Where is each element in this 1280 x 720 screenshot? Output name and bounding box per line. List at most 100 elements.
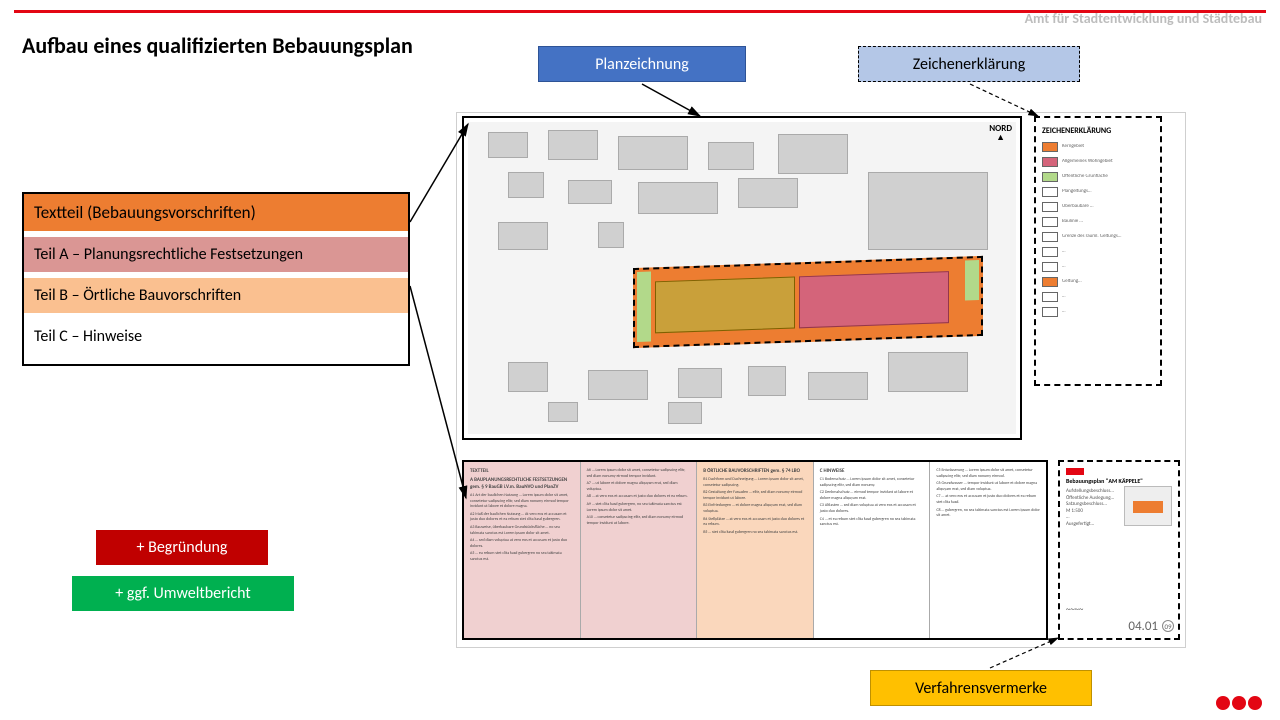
map-building xyxy=(738,178,798,208)
legend-row: Öffentliche Grünfläche xyxy=(1042,172,1154,182)
legend-swatch xyxy=(1042,172,1058,182)
col-text: A3 Bauweise, überbaubare Grundstücksfläc… xyxy=(470,525,574,536)
legend-swatch xyxy=(1042,292,1058,302)
label-planzeichnung: Planzeichnung xyxy=(538,46,746,82)
col-text: C2 Denkmalschutz … eirmod tempor invidun… xyxy=(820,490,924,501)
legend-label: Baulinie … xyxy=(1062,219,1154,225)
legend-swatch xyxy=(1042,202,1058,212)
legend-label: Grenze des räuml. Geltungs… xyxy=(1062,234,1154,240)
map-building xyxy=(508,172,544,198)
col-text: B2 Gestaltung der Fassaden … elitr, sed … xyxy=(703,490,807,501)
legend-row: Allgemeines Wohngebiet xyxy=(1042,157,1154,167)
plan-green-strip xyxy=(637,271,651,341)
col-teil-c-1: C HINWEISE C1 Bodenschutz … Lorem ipsum … xyxy=(814,462,931,638)
legend-label: Allgemeines Wohngebiet xyxy=(1062,159,1154,165)
legend-swatch xyxy=(1042,307,1058,317)
col-text: C3 Altlasten … sed diam voluptua at vero… xyxy=(820,503,924,514)
map-building xyxy=(498,222,548,250)
col-text: C1 Bodenschutz … Lorem ipsum dolor sit a… xyxy=(820,477,924,488)
legend-swatch xyxy=(1042,142,1058,152)
signature-icon: ~~~~ xyxy=(1066,605,1083,614)
col-text: B3 Einfriedungen … et dolore magna aliqu… xyxy=(703,503,807,514)
tag-umweltbericht: + ggf. Umweltbericht xyxy=(72,576,294,611)
legend-row: … xyxy=(1042,262,1154,272)
col-text: B5 … stet clita kasd gubergren no sea ta… xyxy=(703,530,807,536)
legend-swatch xyxy=(1042,217,1058,227)
map-building xyxy=(708,142,754,170)
plan-name: Bebauungsplan "AM KÄPPELE" xyxy=(1066,477,1172,485)
legend-row: … xyxy=(1042,307,1154,317)
col-heading: C HINWEISE xyxy=(820,468,924,475)
label-verfahrensvermerke: Verfahrensvermerke xyxy=(870,670,1092,706)
col-text: C4 … et ea rebum stet clita kasd gubergr… xyxy=(820,517,924,528)
legend-row: … xyxy=(1042,247,1154,257)
legend-label: Öffentliche Grünfläche xyxy=(1062,174,1154,180)
col-text: B4 Stellplätze … at vero eos et accusam … xyxy=(703,517,807,528)
col-text: A2 Maß der baulichen Nutzung … At vero e… xyxy=(470,512,574,523)
col-heading: B ÖRTLICHE BAUVORSCHRIFTEN gem. § 74 LBO xyxy=(703,468,807,475)
legend-label: … xyxy=(1062,249,1154,255)
legend-label: Geltung… xyxy=(1062,279,1154,285)
col-teil-a-2: A6 … Lorem ipsum dolor sit amet, consete… xyxy=(581,462,698,638)
col-text: A10 … consetetur sadipscing elitr, sed d… xyxy=(587,515,691,526)
col-text: A6 … Lorem ipsum dolor sit amet, consete… xyxy=(587,468,691,479)
map-building xyxy=(868,172,988,250)
page-title: Aufbau eines qualifizierten Bebauungspla… xyxy=(22,32,413,59)
plan-number: 04.01 xyxy=(1128,619,1158,634)
col-text: A1 Art der baulichen Nutzung … Lorem ips… xyxy=(470,493,574,510)
legend-swatch xyxy=(1042,247,1058,257)
map-building xyxy=(588,370,648,400)
map-building xyxy=(808,372,868,400)
col-teil-c-2: C5 Entwässerung … Lorem ipsum dolor sit … xyxy=(930,462,1046,638)
legend-swatch xyxy=(1042,232,1058,242)
legend-label: … xyxy=(1062,294,1154,300)
col-title: TEXTTEIL xyxy=(470,468,574,475)
col-text: C6 Grundwasser … tempor invidunt ut labo… xyxy=(936,481,1040,492)
legend-label: Plangeltungs… xyxy=(1062,189,1154,195)
legend-title: ZEICHENERKLÄRUNG xyxy=(1042,126,1154,136)
legend-label: Kerngebiet xyxy=(1062,144,1154,150)
legend-swatch xyxy=(1042,187,1058,197)
col-text: B1 Dachform und Dachneigung … Lorem ipsu… xyxy=(703,477,807,488)
map-building xyxy=(888,352,968,392)
col-teil-a-1: TEXTTEIL A BAUPLANUNGSRECHTLICHE FESTSET… xyxy=(464,462,581,638)
legend-swatch xyxy=(1042,262,1058,272)
textteil-box: Textteil (Bebauungsvorschriften) Teil A … xyxy=(22,192,410,366)
legend-swatch xyxy=(1042,277,1058,287)
textteil-row-b: Teil B – Örtliche Bauvorschriften xyxy=(24,278,408,313)
col-heading: A BAUPLANUNGSRECHTLICHE FESTSETZUNGEN ge… xyxy=(470,477,574,491)
city-logo-icon xyxy=(1066,468,1084,475)
textteil-columns: TEXTTEIL A BAUPLANUNGSRECHTLICHE FESTSET… xyxy=(462,460,1048,640)
map-building xyxy=(508,362,548,392)
legend-row: Überbaubare … xyxy=(1042,202,1154,212)
plan-zone-right xyxy=(799,271,949,328)
map-building xyxy=(598,222,624,248)
col-text: A8 … at vero eos et accusam et justo duo… xyxy=(587,494,691,500)
map-building xyxy=(548,402,578,422)
verfahrensvermerke-panel: Bebauungsplan "AM KÄPPELE" Aufstellungsb… xyxy=(1058,460,1180,640)
col-text: C7 … at vero eos et accusam et justo duo… xyxy=(936,494,1040,505)
map-background xyxy=(468,122,1016,434)
col-text: C5 Entwässerung … Lorem ipsum dolor sit … xyxy=(936,468,1040,479)
col-text: A5 … ea rebum stet clita kasd gubergren … xyxy=(470,551,574,562)
map-building xyxy=(668,402,702,424)
north-arrow-icon: ▲ xyxy=(996,132,1005,143)
legend-panel: ZEICHENERKLÄRUNG Kerngebiet Allgemeines W… xyxy=(1034,116,1162,386)
map-building xyxy=(548,130,598,160)
col-text: A4 … sed diam voluptua at vero eos et ac… xyxy=(470,538,574,549)
textteil-heading: Textteil (Bebauungsvorschriften) xyxy=(24,194,408,231)
label-zeichenerklaerung: Zeichenerklärung xyxy=(858,46,1080,82)
plan-zone-left xyxy=(655,276,795,333)
map-building xyxy=(488,132,528,158)
north-indicator: NORD ▲ xyxy=(989,124,1012,142)
map-building xyxy=(638,182,718,214)
tag-begruendung: + Begründung xyxy=(96,530,268,565)
map-building xyxy=(678,368,722,398)
map-building xyxy=(748,366,786,396)
textteil-row-c: Teil C – Hinweise xyxy=(24,319,408,364)
textteil-row-a: Teil A – Planungsrechtliche Festsetzunge… xyxy=(24,237,408,272)
header-org: Amt für Stadtentwicklung und Städtebau xyxy=(1025,10,1262,27)
plan-boundary xyxy=(633,256,983,348)
map-building xyxy=(618,136,688,170)
legend-label: … xyxy=(1062,309,1154,315)
